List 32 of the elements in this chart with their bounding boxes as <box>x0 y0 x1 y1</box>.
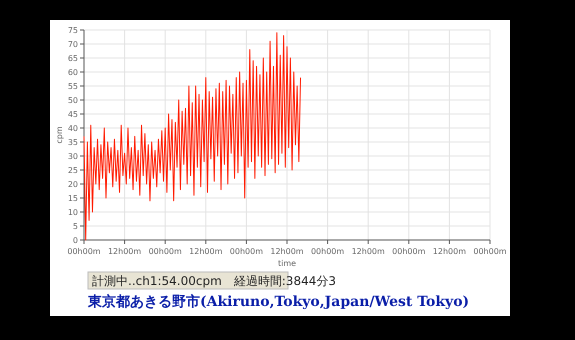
text: 計測中..ch1:54.00cpm 経過時間:3844分3 <box>92 274 336 288</box>
y-tick-label: 40 <box>68 124 78 133</box>
y-tick-label: 25 <box>68 166 78 175</box>
x-tick-label: 00h00m <box>473 247 507 256</box>
y-tick-label: 20 <box>68 180 78 189</box>
y-tick-label: 60 <box>68 68 78 77</box>
y-tick-label: 5 <box>72 222 78 231</box>
y-tick-label: 0 <box>72 236 78 245</box>
x-tick-label: 12h00m <box>189 247 223 256</box>
x-tick-label: 12h00m <box>108 247 142 256</box>
y-tick-label: 15 <box>68 194 78 203</box>
x-tick-label: 12h00m <box>352 247 386 256</box>
line-series <box>84 32 302 240</box>
y-tick-label: 30 <box>68 152 78 161</box>
y-tick-label: 10 <box>68 208 78 217</box>
x-tick-label: 12h00m <box>432 247 466 256</box>
y-tick-label: 75 <box>68 26 78 35</box>
y-tick-label: 45 <box>68 110 78 119</box>
y-axis-title: cpm <box>55 126 64 144</box>
x-tick-label: 12h00m <box>270 247 304 256</box>
y-tick-label: 55 <box>68 82 78 91</box>
x-tick-label: 00h00m <box>230 247 264 256</box>
x-tick-label: 00h00m <box>148 247 182 256</box>
text: 東京都あきる野市(Akiruno,Tokyo,Japan/West Tokyo) <box>87 293 470 310</box>
x-tick-label: 00h00m <box>392 247 426 256</box>
x-axis-title: time <box>278 259 296 268</box>
y-tick-label: 70 <box>68 40 78 49</box>
x-tick-label: 00h00m <box>310 247 344 256</box>
y-tick-label: 65 <box>68 54 78 63</box>
y-tick-label: 50 <box>68 96 78 105</box>
x-tick-label: 00h00m <box>67 247 101 256</box>
y-tick-label: 35 <box>68 138 78 147</box>
